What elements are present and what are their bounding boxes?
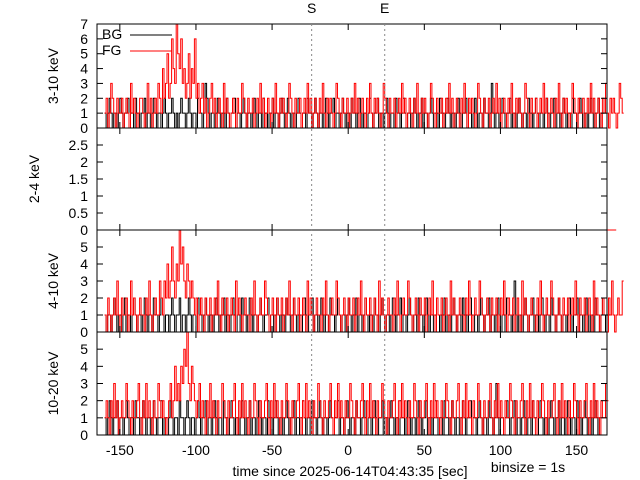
y-tick-label-4: 0 [80,427,88,443]
y-tick-label-2: 1.5 [69,171,89,187]
y-tick-label-4: 1 [80,410,88,426]
y-tick-label-2: 2.5 [69,137,89,153]
y-tick-label-4: 2 [80,393,88,409]
y-tick-label-3: 3 [80,273,88,289]
series-fg-panel-4 [104,331,609,436]
y-axis-label-4: 10-20 keV [45,351,61,415]
y-tick-label-2: 0.5 [69,205,89,221]
x-tick-label: -50 [262,442,282,458]
y-tick-label-1: 7 [80,16,88,32]
panel-2: 00.511.522.5 2-4 keV [26,127,617,238]
y-tick-label-1: 3 [80,75,88,91]
x-tick-label: 150 [565,442,589,458]
y-tick-label-3: 2 [80,290,88,306]
y-tick-label-1: 5 [80,46,88,62]
marker-label-e: E [380,0,389,16]
y-tick-label-2: 0 [80,222,88,238]
x-tick-label: 50 [417,442,433,458]
legend: BG FG [102,26,172,58]
legend-label-bg: BG [102,26,122,42]
y-tick-label-4: 5 [80,341,88,357]
y-axis-label-1: 3-10 keV [45,47,61,104]
y-tick-label-4: 3 [80,376,88,392]
panel-frame-2 [96,127,608,231]
y-tick-label-1: 4 [80,61,88,77]
y-tick-label-1: 1 [80,105,88,121]
y-tick-label-4: 4 [80,358,88,374]
y-tick-label-3: 1 [80,307,88,323]
x-tick-label: 100 [489,442,513,458]
legend-label-fg: FG [102,42,121,58]
x-tick-label: 0 [344,442,352,458]
y-tick-label-1: 2 [80,90,88,106]
binsize-label: binsize = 1s [491,459,565,475]
x-axis-label: time since 2025-06-14T04:43:35 [sec] [232,463,467,479]
y-tick-label-1: 6 [80,31,88,47]
y-tick-label-1: 0 [80,120,88,136]
x-tick-label: -100 [182,442,210,458]
y-tick-label-2: 1 [80,188,88,204]
y-tick-label-3: 0 [80,324,88,340]
y-tick-label-3: 5 [80,239,88,255]
y-axis-label-2: 2-4 keV [26,154,42,203]
y-tick-label-2: 2 [80,154,88,170]
y-axis-label-3: 4-10 keV [45,252,61,309]
marker-label-s: S [307,0,316,16]
y-tick-label-3: 4 [80,256,88,272]
x-tick-label: -150 [106,442,134,458]
